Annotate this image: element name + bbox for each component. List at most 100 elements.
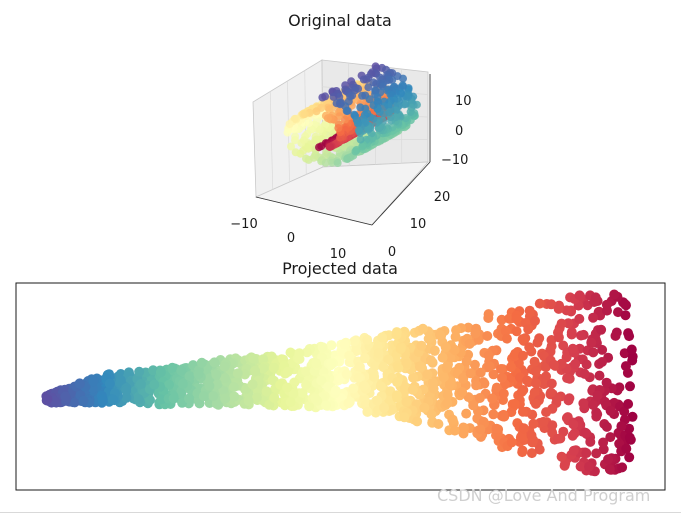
projected-point <box>624 331 635 342</box>
projected-point <box>42 394 53 405</box>
projected-point <box>498 411 509 422</box>
projected-point <box>578 398 589 409</box>
roll-point <box>365 95 374 104</box>
projected-point <box>412 416 423 427</box>
projected-point <box>232 368 243 379</box>
projected-point <box>510 348 521 359</box>
projected-point <box>579 368 590 379</box>
projected-point <box>474 393 485 403</box>
projected-point <box>588 312 599 323</box>
projected-point <box>282 366 293 377</box>
projected-point <box>484 361 495 372</box>
roll-point <box>334 124 343 133</box>
projected-point <box>604 464 615 475</box>
projected-point <box>585 436 596 447</box>
projected-point <box>523 324 534 335</box>
roll-point <box>285 120 294 128</box>
projected-point <box>208 391 219 401</box>
projected-point <box>538 416 549 427</box>
roll-point <box>351 147 360 156</box>
projected-point <box>530 366 541 377</box>
projected-point <box>317 342 328 353</box>
roll-point <box>359 75 368 84</box>
projected-point <box>482 331 493 341</box>
projected-point <box>621 443 632 454</box>
projected-point <box>196 357 207 368</box>
projected-point <box>326 340 337 351</box>
projected-point <box>257 363 268 374</box>
projected-point <box>491 382 502 393</box>
projected-point <box>613 307 623 318</box>
projected-point <box>624 423 635 434</box>
projected-point <box>528 418 539 429</box>
projected-point <box>451 325 462 336</box>
projected-point <box>517 406 528 417</box>
roll-point <box>323 114 332 123</box>
projected-point <box>392 377 403 388</box>
roll-point <box>328 158 336 167</box>
projected-point <box>156 394 167 405</box>
plot-frame <box>15 282 666 491</box>
projected-point <box>301 379 312 390</box>
roll-point <box>315 143 323 152</box>
projected-point <box>541 371 551 382</box>
projected-point <box>562 373 573 384</box>
roll-point <box>358 91 367 100</box>
projected-point <box>435 329 445 340</box>
projected-point <box>496 314 507 325</box>
projected-point <box>596 324 607 335</box>
projected-point <box>461 356 472 367</box>
projected-point <box>584 461 594 472</box>
y-tick-0: 0 <box>388 245 396 260</box>
projected-point <box>496 364 506 374</box>
projected-point <box>326 358 337 369</box>
projected-point <box>603 454 614 465</box>
projected-point <box>567 343 578 354</box>
projected-point <box>341 369 352 380</box>
projected-point <box>422 369 433 380</box>
projected-point <box>511 326 522 337</box>
projected-point <box>373 348 384 359</box>
projected-point <box>204 380 215 391</box>
projected-point <box>620 310 631 321</box>
projected-point <box>488 369 499 380</box>
roll-point <box>356 103 365 112</box>
projected-point <box>509 398 520 409</box>
y-tick-2: 20 <box>434 190 451 205</box>
projected-point <box>416 340 427 351</box>
projected-point <box>354 361 365 372</box>
projected-point <box>567 430 578 441</box>
projected-point <box>594 370 605 381</box>
z-tick-2: −10 <box>441 153 468 168</box>
projected-point <box>553 332 564 343</box>
projected-point <box>228 382 239 392</box>
roll-point <box>406 107 415 116</box>
projected-point <box>624 452 635 463</box>
roll-point <box>302 154 310 163</box>
projected-point <box>614 438 625 449</box>
projected-point <box>302 347 312 358</box>
projected-point <box>605 405 616 416</box>
projected-point <box>475 367 486 378</box>
projected-point <box>469 359 480 370</box>
projected-point <box>121 392 132 403</box>
projected-point <box>588 400 599 410</box>
projected-point <box>359 380 369 391</box>
projected-point <box>556 451 567 462</box>
projected-point <box>574 290 585 301</box>
projected-point <box>88 376 99 387</box>
roll-point <box>290 114 299 123</box>
projected-point <box>617 462 628 473</box>
projected-point <box>330 385 341 396</box>
projected-point <box>393 363 404 373</box>
projected-point <box>524 342 535 353</box>
projected-point <box>620 361 631 372</box>
projected-point <box>601 377 612 388</box>
projected-point <box>390 351 401 362</box>
roll-point <box>343 155 352 163</box>
projected-point <box>108 394 118 405</box>
projected-point <box>624 432 635 443</box>
projected-point <box>534 444 545 455</box>
projected-point <box>145 395 155 405</box>
projected-point <box>488 409 499 420</box>
